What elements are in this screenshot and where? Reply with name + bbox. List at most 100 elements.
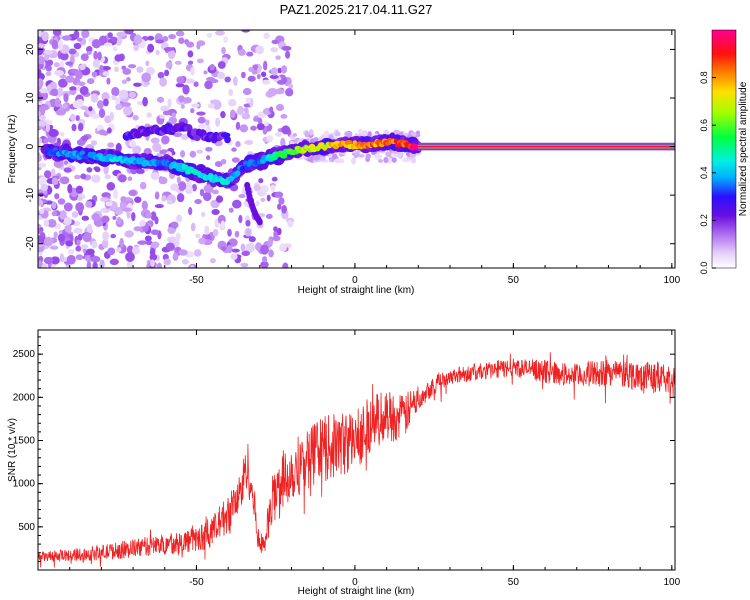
noise-speckle <box>344 131 352 136</box>
noise-speckle <box>187 50 194 58</box>
noise-speckle <box>133 44 139 51</box>
noise-speckle <box>241 112 251 120</box>
noise-speckle <box>86 78 95 85</box>
noise-speckle <box>133 34 143 45</box>
noise-speckle <box>190 108 195 114</box>
noise-speckle <box>233 76 238 86</box>
noise-speckle <box>255 200 260 207</box>
noise-speckle <box>256 73 261 80</box>
noise-speckle <box>91 174 101 183</box>
noise-speckle <box>57 233 66 242</box>
noise-speckle <box>106 181 116 191</box>
noise-speckle <box>167 98 172 108</box>
noise-speckle <box>280 137 286 148</box>
noise-speckle <box>38 176 47 187</box>
noise-speckle <box>139 181 147 190</box>
noise-speckle <box>200 211 206 218</box>
y-tick-label: 1000 <box>13 479 36 490</box>
noise-speckle <box>75 202 85 212</box>
noise-speckle <box>81 135 89 141</box>
noise-speckle <box>66 254 76 265</box>
noise-speckle <box>58 40 64 51</box>
noise-speckle <box>207 103 215 109</box>
noise-speckle <box>67 248 75 255</box>
noise-speckle <box>362 130 368 137</box>
noise-speckle <box>91 38 102 49</box>
noise-speckle <box>161 195 167 202</box>
noise-speckle <box>54 70 65 76</box>
noise-speckle <box>65 61 74 66</box>
noise-speckle <box>133 226 143 232</box>
noise-speckle <box>150 137 160 144</box>
noise-speckle <box>323 130 330 136</box>
noise-speckle <box>385 151 391 157</box>
noise-speckle <box>43 236 54 247</box>
noise-speckle <box>86 223 93 234</box>
noise-speckle <box>282 262 289 268</box>
noise-speckle <box>276 203 282 210</box>
noise-speckle <box>231 157 240 163</box>
noise-speckle <box>45 123 51 132</box>
noise-speckle <box>45 71 52 77</box>
noise-speckle <box>141 72 152 83</box>
noise-speckle <box>313 137 319 142</box>
noise-speckle <box>227 228 232 237</box>
noise-speckle <box>86 50 92 56</box>
noise-speckle <box>92 59 100 68</box>
snr-x-ticks: -50 0 50 100 <box>69 330 681 588</box>
noise-speckle <box>214 161 223 167</box>
noise-speckle <box>178 249 188 256</box>
noise-speckle <box>101 239 109 249</box>
y-tick-label: 2500 <box>13 349 36 360</box>
noise-speckle <box>228 100 237 107</box>
noise-speckle <box>141 200 148 211</box>
noise-speckle <box>217 61 226 69</box>
noise-speckle <box>52 30 62 37</box>
noise-speckle <box>338 158 345 164</box>
noise-speckle <box>180 150 186 158</box>
noise-speckle <box>91 240 98 249</box>
noise-speckle <box>38 78 44 88</box>
noise-speckle <box>206 32 213 39</box>
noise-speckle <box>99 259 105 268</box>
noise-speckle <box>109 258 119 266</box>
noise-speckle <box>43 256 54 265</box>
noise-speckle <box>237 105 244 115</box>
noise-speckle <box>210 99 220 105</box>
noise-speckle <box>115 97 120 106</box>
noise-speckle <box>265 213 273 220</box>
noise-speckle <box>53 159 64 169</box>
y-tick-label: 500 <box>18 522 35 533</box>
noise-speckle <box>104 42 113 47</box>
noise-speckle <box>288 83 294 89</box>
noise-speckle <box>46 84 52 93</box>
noise-speckle <box>118 174 127 183</box>
noise-speckle <box>101 92 110 102</box>
spectrogram-y-ticks: -20 -10 0 10 20 <box>25 43 675 251</box>
noise-speckle <box>156 262 163 268</box>
noise-speckle <box>97 51 102 61</box>
noise-speckle <box>63 167 72 173</box>
noise-speckle <box>80 105 88 110</box>
noise-speckle <box>147 35 155 41</box>
noise-speckle <box>38 235 43 244</box>
noise-speckle <box>150 172 160 181</box>
noise-speckle <box>51 211 58 217</box>
noise-speckle <box>226 244 233 254</box>
noise-speckle <box>102 71 110 76</box>
noise-speckle <box>54 62 60 68</box>
noise-speckle <box>176 193 185 203</box>
noise-speckle <box>211 209 220 215</box>
noise-speckle <box>90 140 98 146</box>
noise-speckle <box>285 50 291 59</box>
noise-speckle <box>270 46 279 53</box>
noise-speckle <box>92 261 98 268</box>
noise-speckle <box>374 153 383 160</box>
noise-speckle <box>38 43 46 48</box>
noise-speckle <box>81 215 90 221</box>
noise-speckle <box>258 178 264 184</box>
noise-speckle <box>188 206 193 216</box>
noise-speckle <box>75 185 84 194</box>
noise-speckle <box>252 64 259 70</box>
